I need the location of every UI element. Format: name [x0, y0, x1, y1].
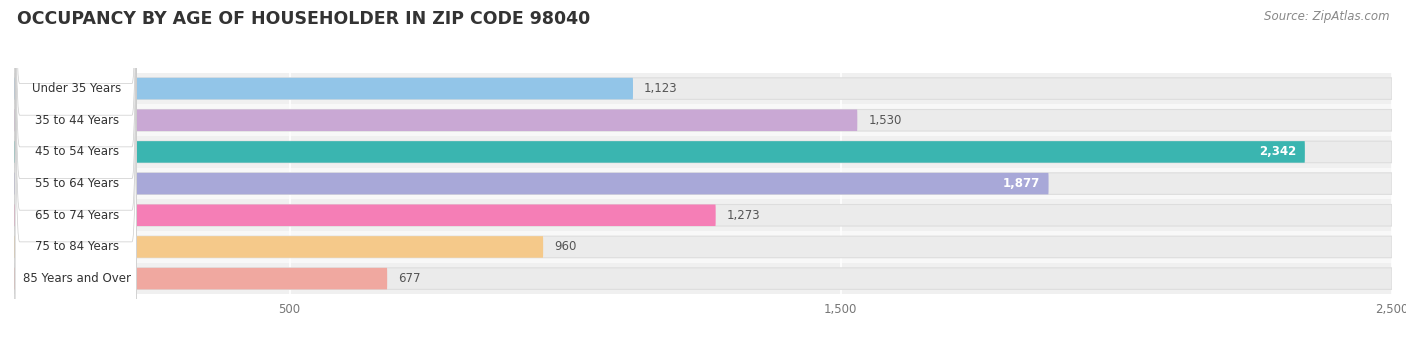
FancyBboxPatch shape [14, 204, 716, 226]
FancyBboxPatch shape [14, 78, 633, 99]
Bar [14, 73, 1392, 104]
FancyBboxPatch shape [14, 236, 543, 258]
FancyBboxPatch shape [15, 0, 136, 340]
Text: 35 to 44 Years: 35 to 44 Years [35, 114, 120, 127]
FancyBboxPatch shape [14, 268, 1392, 289]
FancyBboxPatch shape [14, 109, 858, 131]
FancyBboxPatch shape [14, 109, 1392, 131]
Text: 677: 677 [398, 272, 420, 285]
FancyBboxPatch shape [15, 0, 136, 340]
Text: 1,530: 1,530 [869, 114, 901, 127]
Text: 55 to 64 Years: 55 to 64 Years [35, 177, 120, 190]
Text: Under 35 Years: Under 35 Years [32, 82, 121, 95]
Text: OCCUPANCY BY AGE OF HOUSEHOLDER IN ZIP CODE 98040: OCCUPANCY BY AGE OF HOUSEHOLDER IN ZIP C… [17, 10, 591, 28]
Bar [14, 168, 1392, 200]
Text: 75 to 84 Years: 75 to 84 Years [35, 240, 120, 253]
Text: 960: 960 [554, 240, 576, 253]
FancyBboxPatch shape [15, 0, 136, 340]
Text: Source: ZipAtlas.com: Source: ZipAtlas.com [1264, 10, 1389, 23]
Text: 2,342: 2,342 [1260, 146, 1296, 158]
Text: 1,877: 1,877 [1002, 177, 1040, 190]
FancyBboxPatch shape [15, 0, 136, 340]
Bar [14, 231, 1392, 263]
FancyBboxPatch shape [14, 236, 1392, 258]
Text: 1,273: 1,273 [727, 209, 761, 222]
FancyBboxPatch shape [14, 141, 1305, 163]
FancyBboxPatch shape [14, 141, 1392, 163]
Text: 85 Years and Over: 85 Years and Over [22, 272, 131, 285]
FancyBboxPatch shape [15, 0, 136, 340]
FancyBboxPatch shape [14, 204, 1392, 226]
Bar [14, 104, 1392, 136]
FancyBboxPatch shape [14, 268, 387, 289]
FancyBboxPatch shape [15, 0, 136, 340]
FancyBboxPatch shape [14, 173, 1049, 194]
Bar [14, 200, 1392, 231]
Text: 1,123: 1,123 [644, 82, 678, 95]
FancyBboxPatch shape [15, 0, 136, 340]
Bar [14, 263, 1392, 294]
Bar [14, 136, 1392, 168]
Text: 45 to 54 Years: 45 to 54 Years [35, 146, 120, 158]
FancyBboxPatch shape [14, 173, 1392, 194]
Text: 65 to 74 Years: 65 to 74 Years [35, 209, 120, 222]
FancyBboxPatch shape [14, 78, 1392, 99]
